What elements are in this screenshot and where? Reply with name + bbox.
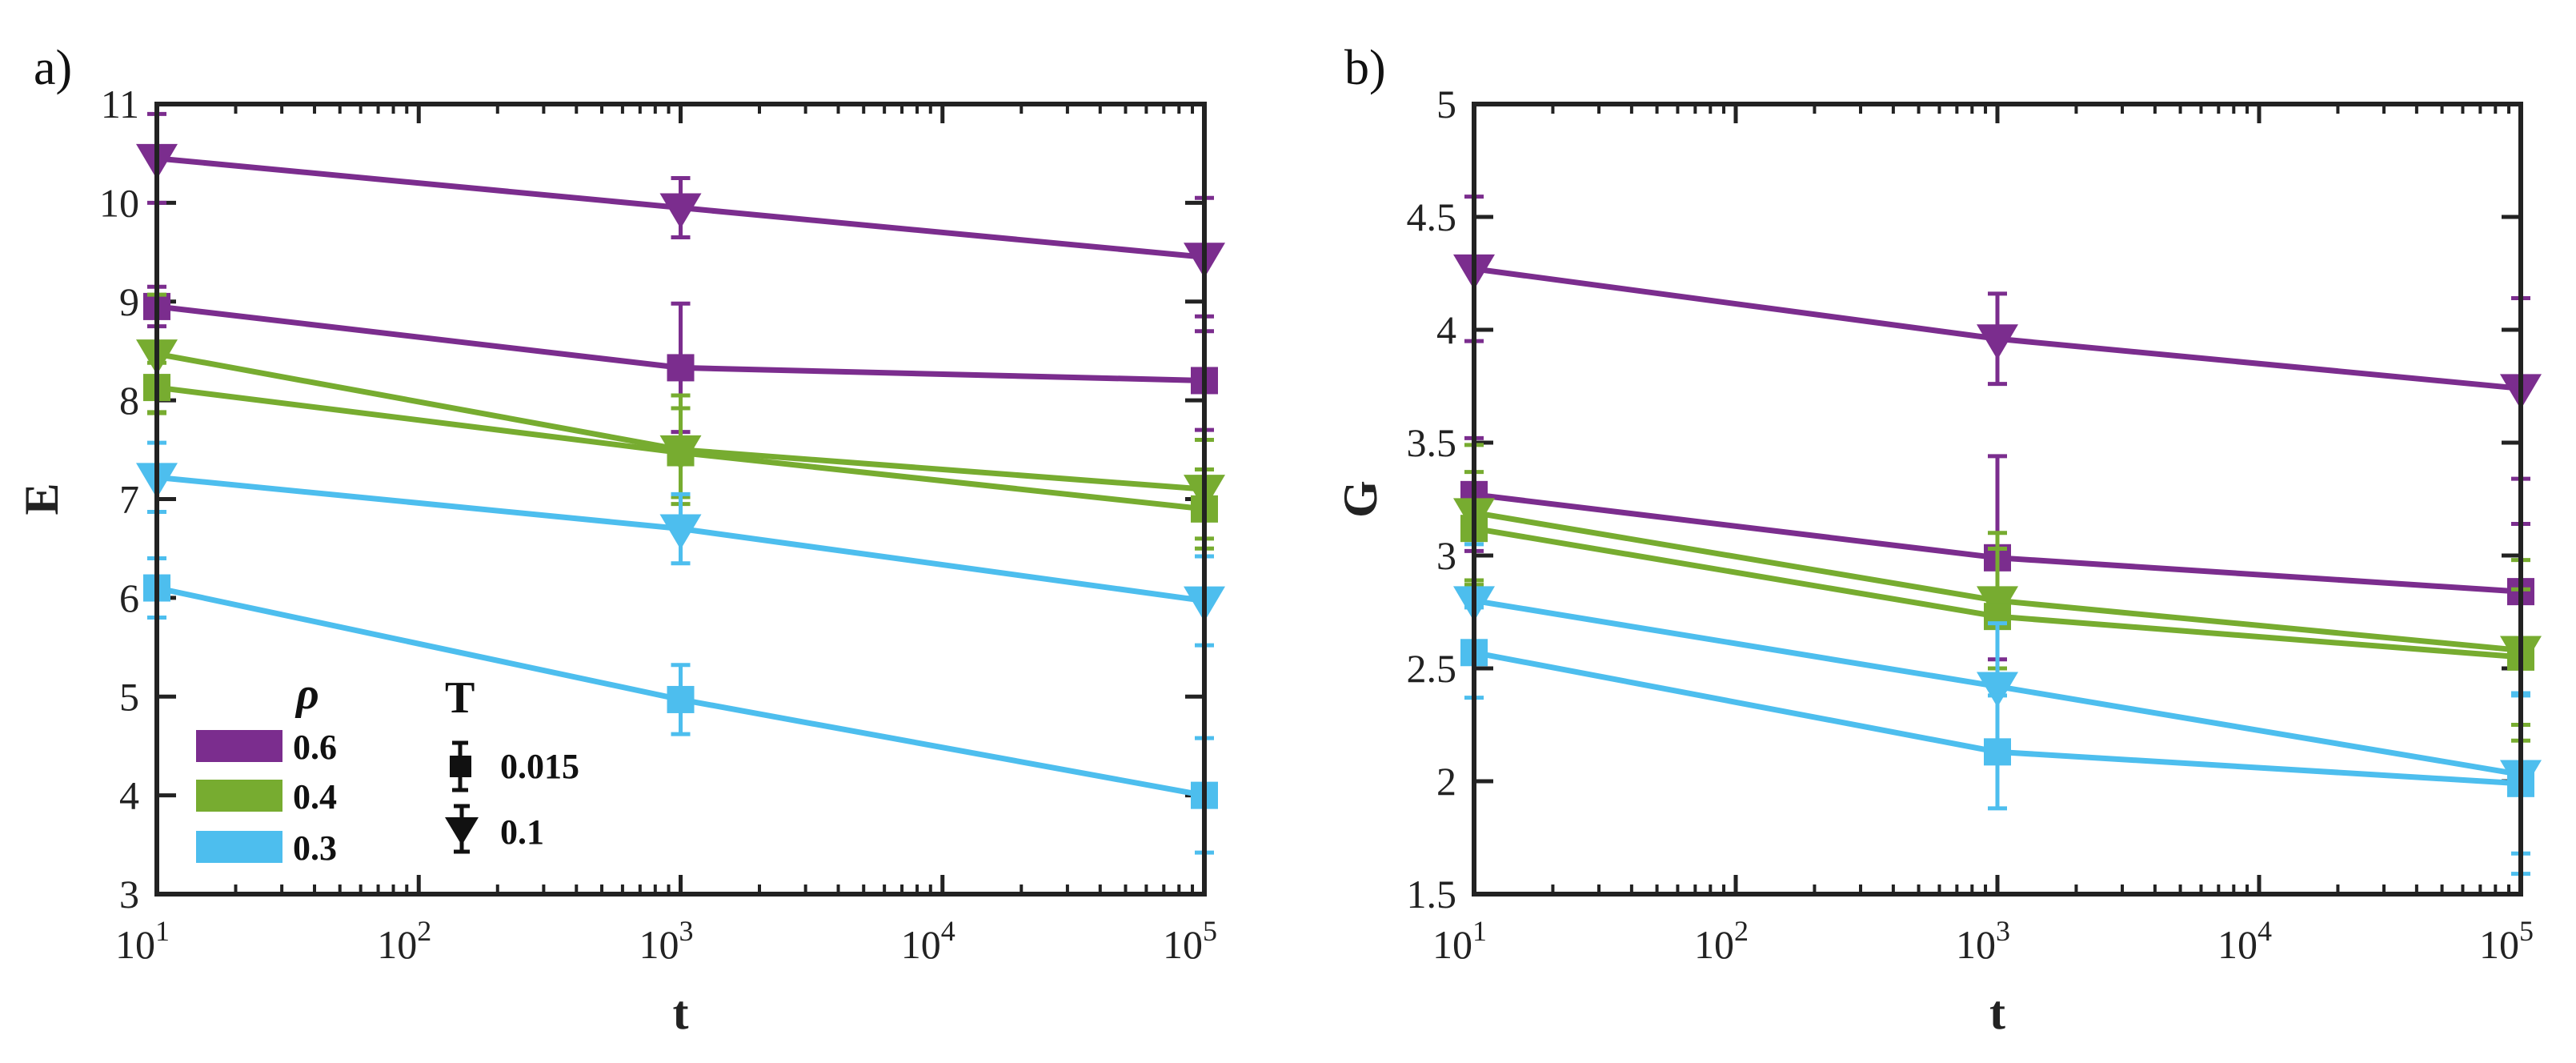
- y-tick-label: 2.5: [1407, 646, 1457, 691]
- x-tick-label: 104: [2217, 915, 2272, 967]
- panel-label: a): [34, 41, 72, 95]
- y-tick-label: 4: [1436, 307, 1456, 352]
- x-tick-label: 105: [2479, 915, 2534, 967]
- data-point: [1977, 672, 2018, 708]
- y-tick-label: 5: [1436, 82, 1456, 126]
- y-tick-label: 7: [119, 477, 139, 522]
- y-tick-label: 10: [99, 180, 139, 225]
- y-tick-label: 9: [119, 279, 139, 324]
- y-tick-label: 5: [119, 674, 139, 719]
- y-tick-label: 3: [119, 872, 139, 917]
- plot-frame: [1472, 102, 2523, 897]
- legend: ρ 0.6 0.4 0.3 T 0.015 0.1: [196, 669, 579, 868]
- y-tick-label: 4: [119, 773, 139, 818]
- series-0: [1453, 195, 2542, 481]
- plot-frame: [154, 102, 1207, 897]
- x-tick-label: 101: [115, 915, 170, 967]
- legend-rho-label-0: 0.6: [293, 728, 337, 767]
- x-tick-label: 104: [901, 915, 955, 967]
- y-axis-title: G: [1334, 480, 1387, 518]
- legend-t-square-marker: [450, 740, 471, 792]
- y-tick-label: 6: [119, 576, 139, 620]
- x-tick-label: 101: [1432, 915, 1487, 967]
- x-tick-label: 102: [377, 915, 431, 967]
- y-tick-label: 3.5: [1407, 420, 1457, 465]
- legend-t-label-0: 0.015: [500, 747, 579, 786]
- x-tick-label: 102: [1694, 915, 1749, 967]
- series-0: [136, 111, 1225, 319]
- data-point: [659, 193, 702, 229]
- data-point: [1984, 738, 2011, 766]
- data-point: [1977, 324, 2018, 360]
- x-axis-title: t: [673, 986, 689, 1039]
- y-axis-title: E: [15, 483, 68, 515]
- y-tick-label: 3: [1436, 533, 1456, 578]
- legend-swatch-1: [196, 780, 282, 812]
- legend-t-title: T: [445, 673, 475, 723]
- y-tick-label: 2: [1436, 759, 1456, 804]
- legend-swatch-2: [196, 831, 282, 863]
- y-tick-label: 1.5: [1407, 872, 1457, 917]
- panel-a: a) 101 102 103 104 105 3 4 5 6 7 8 9 10 11 t E: [15, 41, 1225, 1039]
- data-point: [667, 439, 695, 467]
- y-tick-label: 4.5: [1407, 195, 1457, 239]
- legend-rho-title: ρ: [294, 669, 319, 719]
- data-point: [667, 685, 695, 713]
- x-axis-title: t: [1989, 986, 2005, 1039]
- x-tick-label: 103: [639, 915, 694, 967]
- y-tick-label: 11: [101, 82, 139, 126]
- panel-label: b): [1344, 41, 1386, 95]
- data-point: [659, 514, 702, 550]
- data-point: [667, 354, 695, 382]
- legend-rho-label-1: 0.4: [293, 777, 337, 816]
- legend-swatch-0: [196, 730, 282, 762]
- x-tick-label: 103: [1956, 915, 2010, 967]
- legend-rho-label-2: 0.3: [293, 828, 337, 868]
- x-tick-label: 105: [1163, 915, 1217, 967]
- y-tick-label: 8: [119, 378, 139, 423]
- panel-b: b) 101 102 103 104 105 1.5 2 2.5 3 3.5 4 4.5 5 t G: [1334, 41, 2542, 1039]
- legend-t-triangle-marker: [445, 804, 479, 854]
- legend-t-label-1: 0.1: [500, 812, 544, 852]
